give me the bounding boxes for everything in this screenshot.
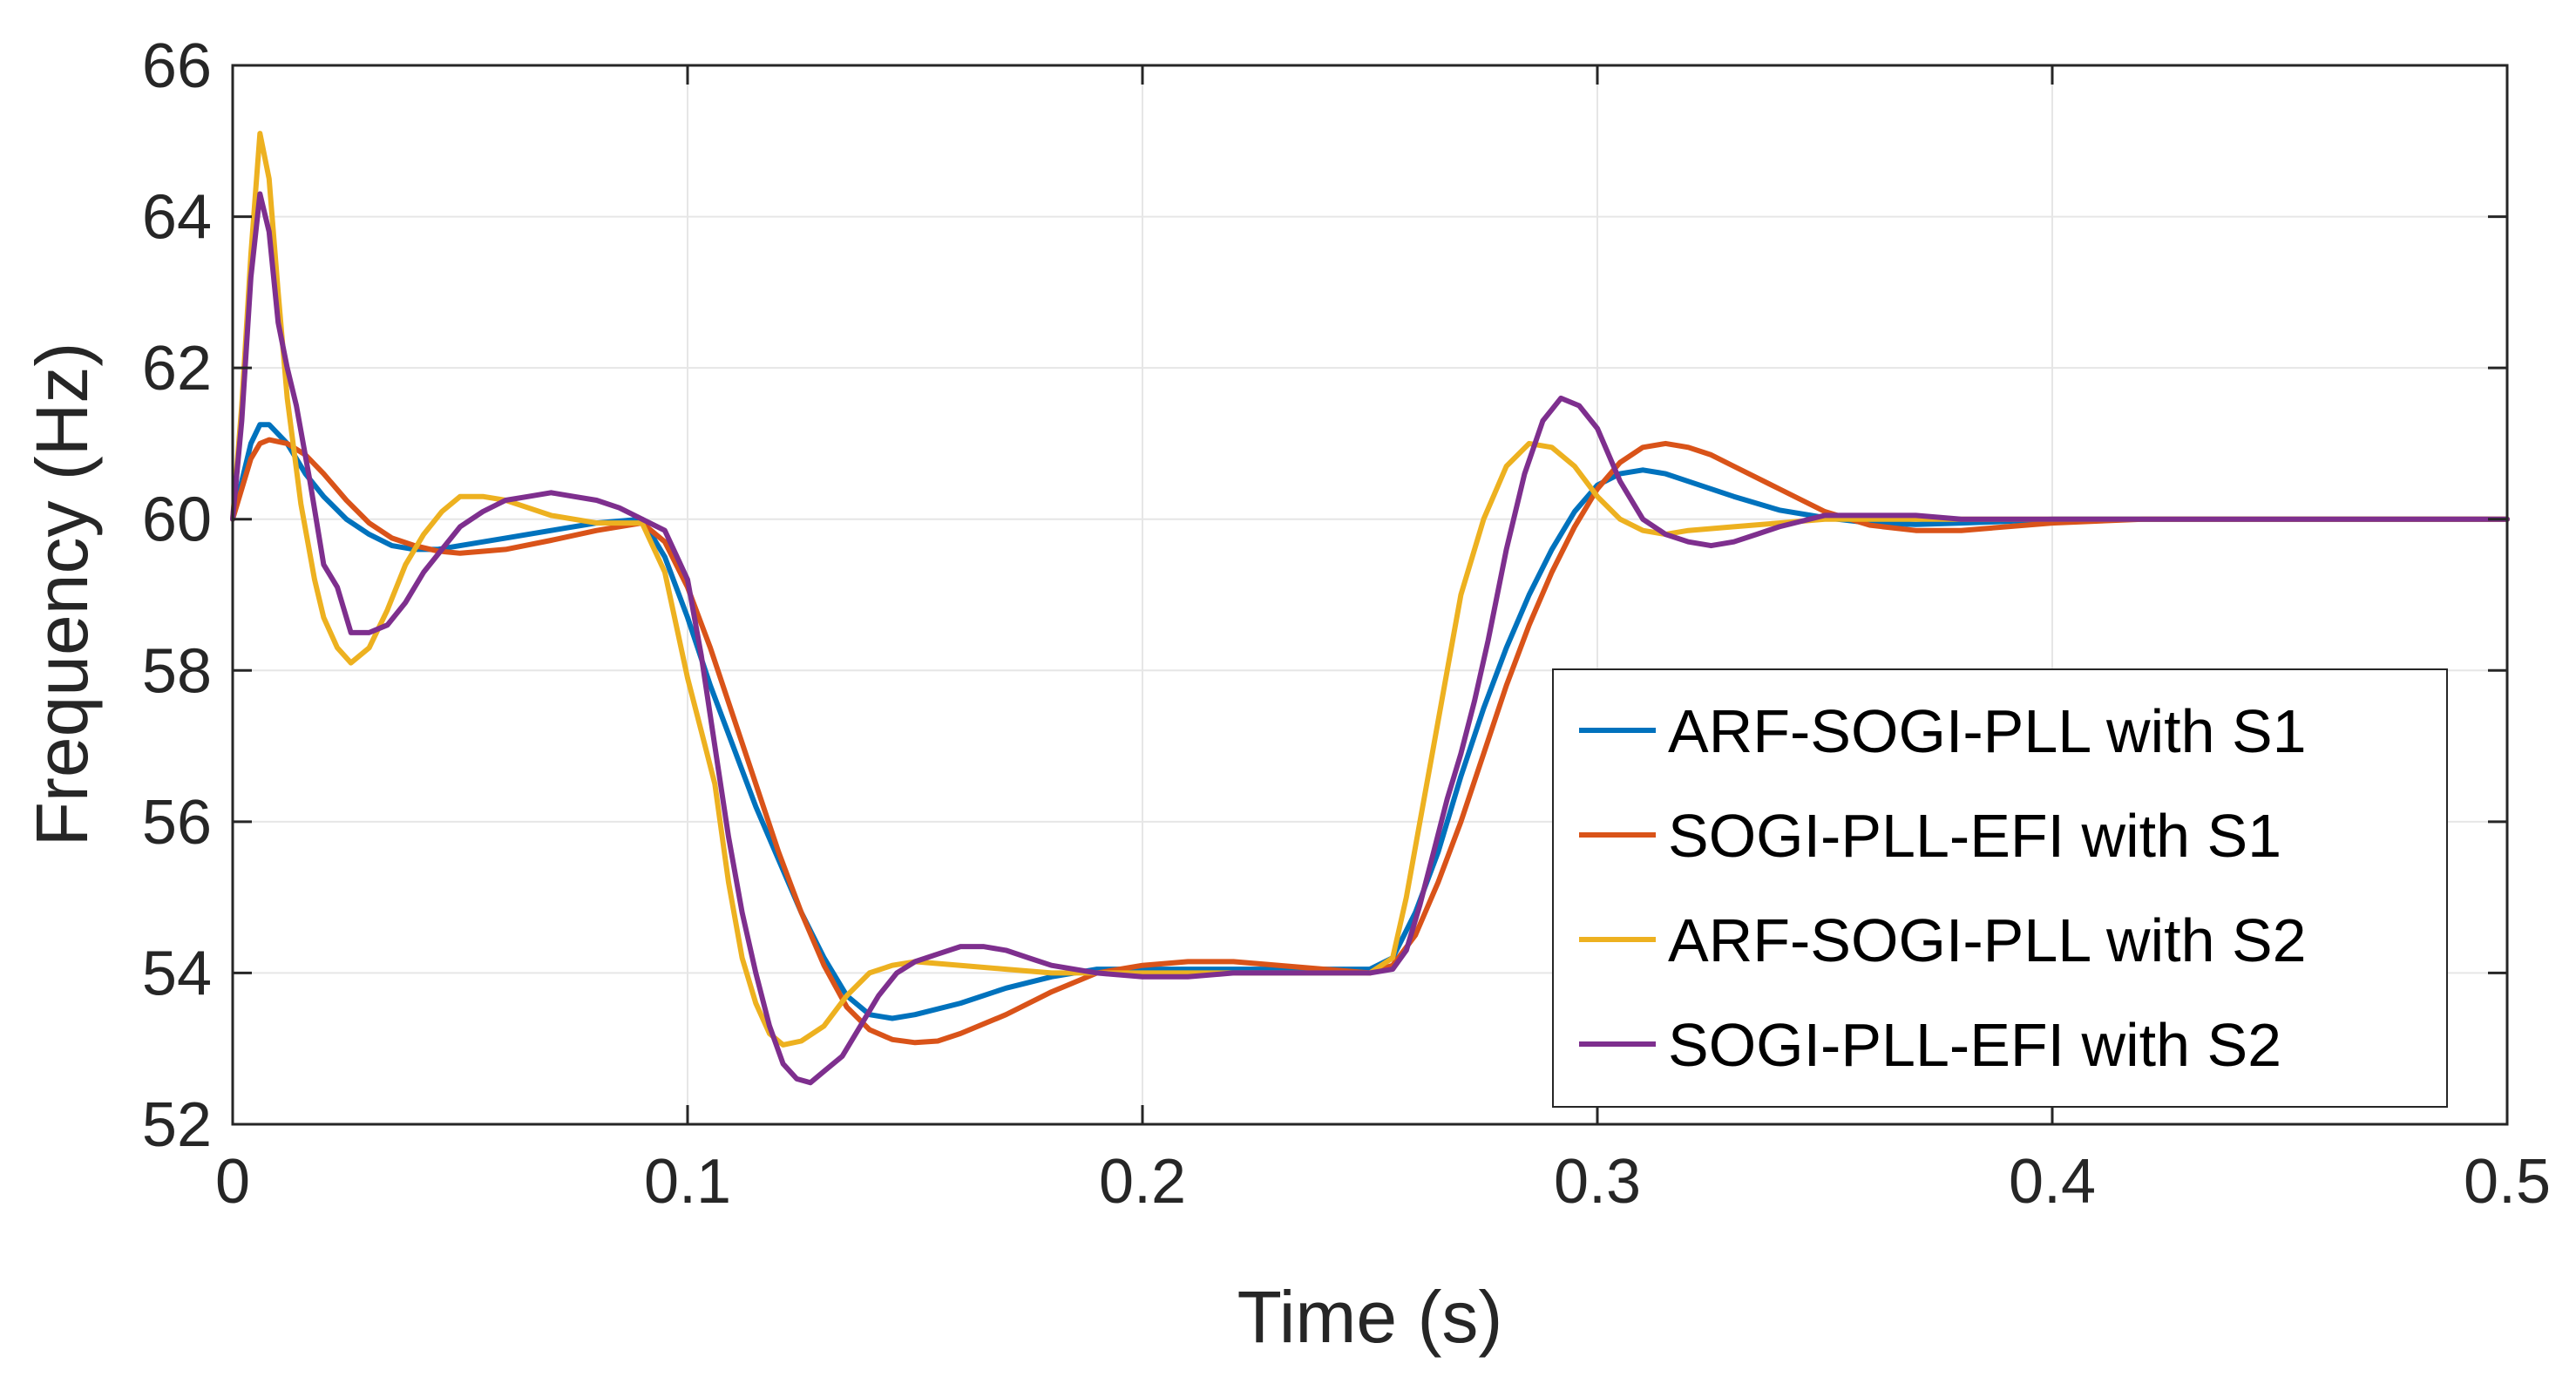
x-axis-title: Time (s) — [1237, 1276, 1503, 1358]
x-tick-label: 0.3 — [1554, 1147, 1641, 1217]
x-tick-label: 0.2 — [1099, 1147, 1186, 1217]
x-tick-label: 0.1 — [644, 1147, 731, 1217]
legend-label: SOGI-PLL-EFI with S1 — [1668, 802, 2281, 870]
y-axis-title: Frequency (Hz) — [21, 343, 103, 847]
series-group — [230, 131, 2510, 1086]
x-tick-label: 0.5 — [2464, 1147, 2551, 1217]
legend: ARF-SOGI-PLL with S1 SOGI-PLL-EFI with S1… — [1552, 668, 2448, 1108]
y-tick-label: 54 — [142, 939, 212, 1008]
ticks — [231, 64, 2509, 1126]
y-tick-label: 52 — [142, 1090, 212, 1160]
legend-label: ARF-SOGI-PLL with S1 — [1668, 697, 2307, 765]
tick-labels: 0 0.1 0.2 0.3 0.4 0.5 52 54 56 58 60 62 64 66 — [142, 31, 2551, 1217]
plot-frame — [231, 64, 2509, 1126]
y-tick-label: 58 — [142, 636, 212, 706]
x-tick-label: 0 — [215, 1147, 250, 1217]
y-tick-label: 64 — [142, 183, 212, 253]
y-tick-label: 56 — [142, 788, 212, 858]
y-tick-label: 60 — [142, 485, 212, 555]
y-tick-label: 62 — [142, 334, 212, 404]
series-line-4 — [230, 191, 2510, 1086]
legend-label: ARF-SOGI-PLL with S2 — [1668, 906, 2307, 974]
legend-label: SOGI-PLL-EFI with S2 — [1668, 1011, 2281, 1079]
x-tick-label: 0.4 — [2009, 1147, 2096, 1217]
legend-box — [1552, 668, 2448, 1108]
y-tick-label: 66 — [142, 31, 212, 101]
